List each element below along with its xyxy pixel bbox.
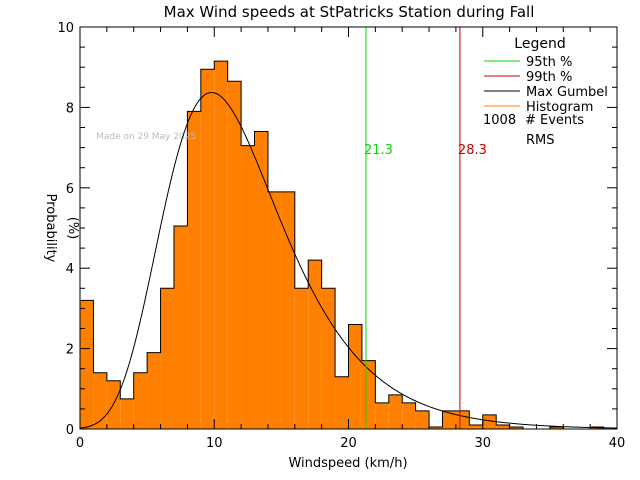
histogram-bar bbox=[241, 145, 255, 429]
watermark-text: Made on 29 May 2025 bbox=[96, 132, 196, 142]
legend-events-label: # Events bbox=[525, 113, 584, 128]
watermark: Made on 29 May 2025 bbox=[96, 132, 196, 142]
histogram-bar bbox=[482, 414, 497, 429]
legend-entry-label: Max Gumbel bbox=[526, 85, 608, 100]
histogram-bar bbox=[375, 402, 389, 429]
legend-entry-label: 99th % bbox=[526, 70, 572, 85]
axis-ticks: 0 10 20 30 40 0 2 4 6 8 10 bbox=[57, 21, 625, 451]
gumbel-curve-layer bbox=[79, 92, 618, 429]
x-tick-label: 10 bbox=[206, 436, 223, 451]
histogram-bar bbox=[549, 426, 564, 429]
x-tick-label: 0 bbox=[76, 436, 84, 451]
histogram-bar bbox=[200, 69, 215, 430]
y-axis-unit-group: (%) bbox=[65, 217, 80, 240]
histogram-bar bbox=[469, 424, 483, 429]
percentile-label: 28.3 bbox=[458, 143, 487, 158]
histogram-bar bbox=[80, 300, 94, 429]
histogram-bar bbox=[402, 402, 416, 429]
y-tick-label: 2 bbox=[66, 343, 74, 358]
legend-rms-label: RMS bbox=[526, 133, 555, 148]
histogram-bar bbox=[227, 81, 242, 430]
histogram-bar bbox=[147, 352, 161, 429]
histogram-bar bbox=[254, 131, 268, 429]
histogram-bar bbox=[93, 372, 107, 429]
x-axis-label: Windspeed (km/h) bbox=[288, 456, 407, 471]
y-tick-label: 4 bbox=[66, 262, 74, 277]
y-tick-label: 6 bbox=[66, 182, 74, 197]
histogram-bar bbox=[173, 225, 188, 429]
histogram-bar bbox=[321, 288, 336, 429]
histogram-bar bbox=[120, 398, 134, 429]
histogram-bar bbox=[415, 410, 430, 429]
histogram-bar bbox=[160, 288, 174, 429]
histogram-bar bbox=[496, 424, 510, 429]
histogram-outline bbox=[79, 60, 617, 430]
chart-title: Max Wind speeds at StPatricks Station du… bbox=[164, 3, 535, 21]
histogram-bar bbox=[267, 191, 282, 429]
histogram-bar bbox=[361, 360, 376, 429]
histogram-bar bbox=[509, 426, 524, 429]
percentile-label: 21.3 bbox=[364, 143, 393, 158]
x-tick-label: 40 bbox=[609, 436, 626, 451]
histogram-bar bbox=[429, 426, 443, 429]
histogram-bar bbox=[348, 324, 362, 429]
x-tick-label: 30 bbox=[474, 436, 491, 451]
histogram-bar bbox=[214, 61, 228, 430]
histogram-bar bbox=[294, 288, 309, 429]
percentile-lines: 21.3 28.3 bbox=[364, 27, 487, 429]
histogram-bar bbox=[442, 410, 456, 429]
y-axis-label-group: Probability bbox=[43, 194, 58, 263]
legend-title: Legend bbox=[514, 36, 565, 52]
legend-entry-label: Histogram bbox=[526, 100, 593, 115]
y-tick-label: 8 bbox=[66, 101, 74, 116]
histogram-bar bbox=[281, 191, 295, 429]
y-tick-label: 0 bbox=[66, 423, 74, 438]
y-axis-label: Probability bbox=[43, 194, 58, 263]
gumbel-curve bbox=[79, 92, 618, 429]
histogram-bar bbox=[388, 394, 403, 429]
x-tick-label: 20 bbox=[340, 436, 357, 451]
y-tick-label: 10 bbox=[57, 21, 74, 36]
histogram-bars bbox=[79, 60, 617, 430]
legend-entry-label: 95th % bbox=[526, 55, 572, 70]
histogram-bar bbox=[133, 372, 148, 429]
histogram-bar bbox=[335, 376, 349, 429]
histogram-bar bbox=[455, 410, 470, 429]
histogram-bar bbox=[187, 111, 201, 430]
y-axis-unit: (%) bbox=[65, 217, 80, 240]
legend-events-count: 1008 bbox=[483, 113, 516, 128]
